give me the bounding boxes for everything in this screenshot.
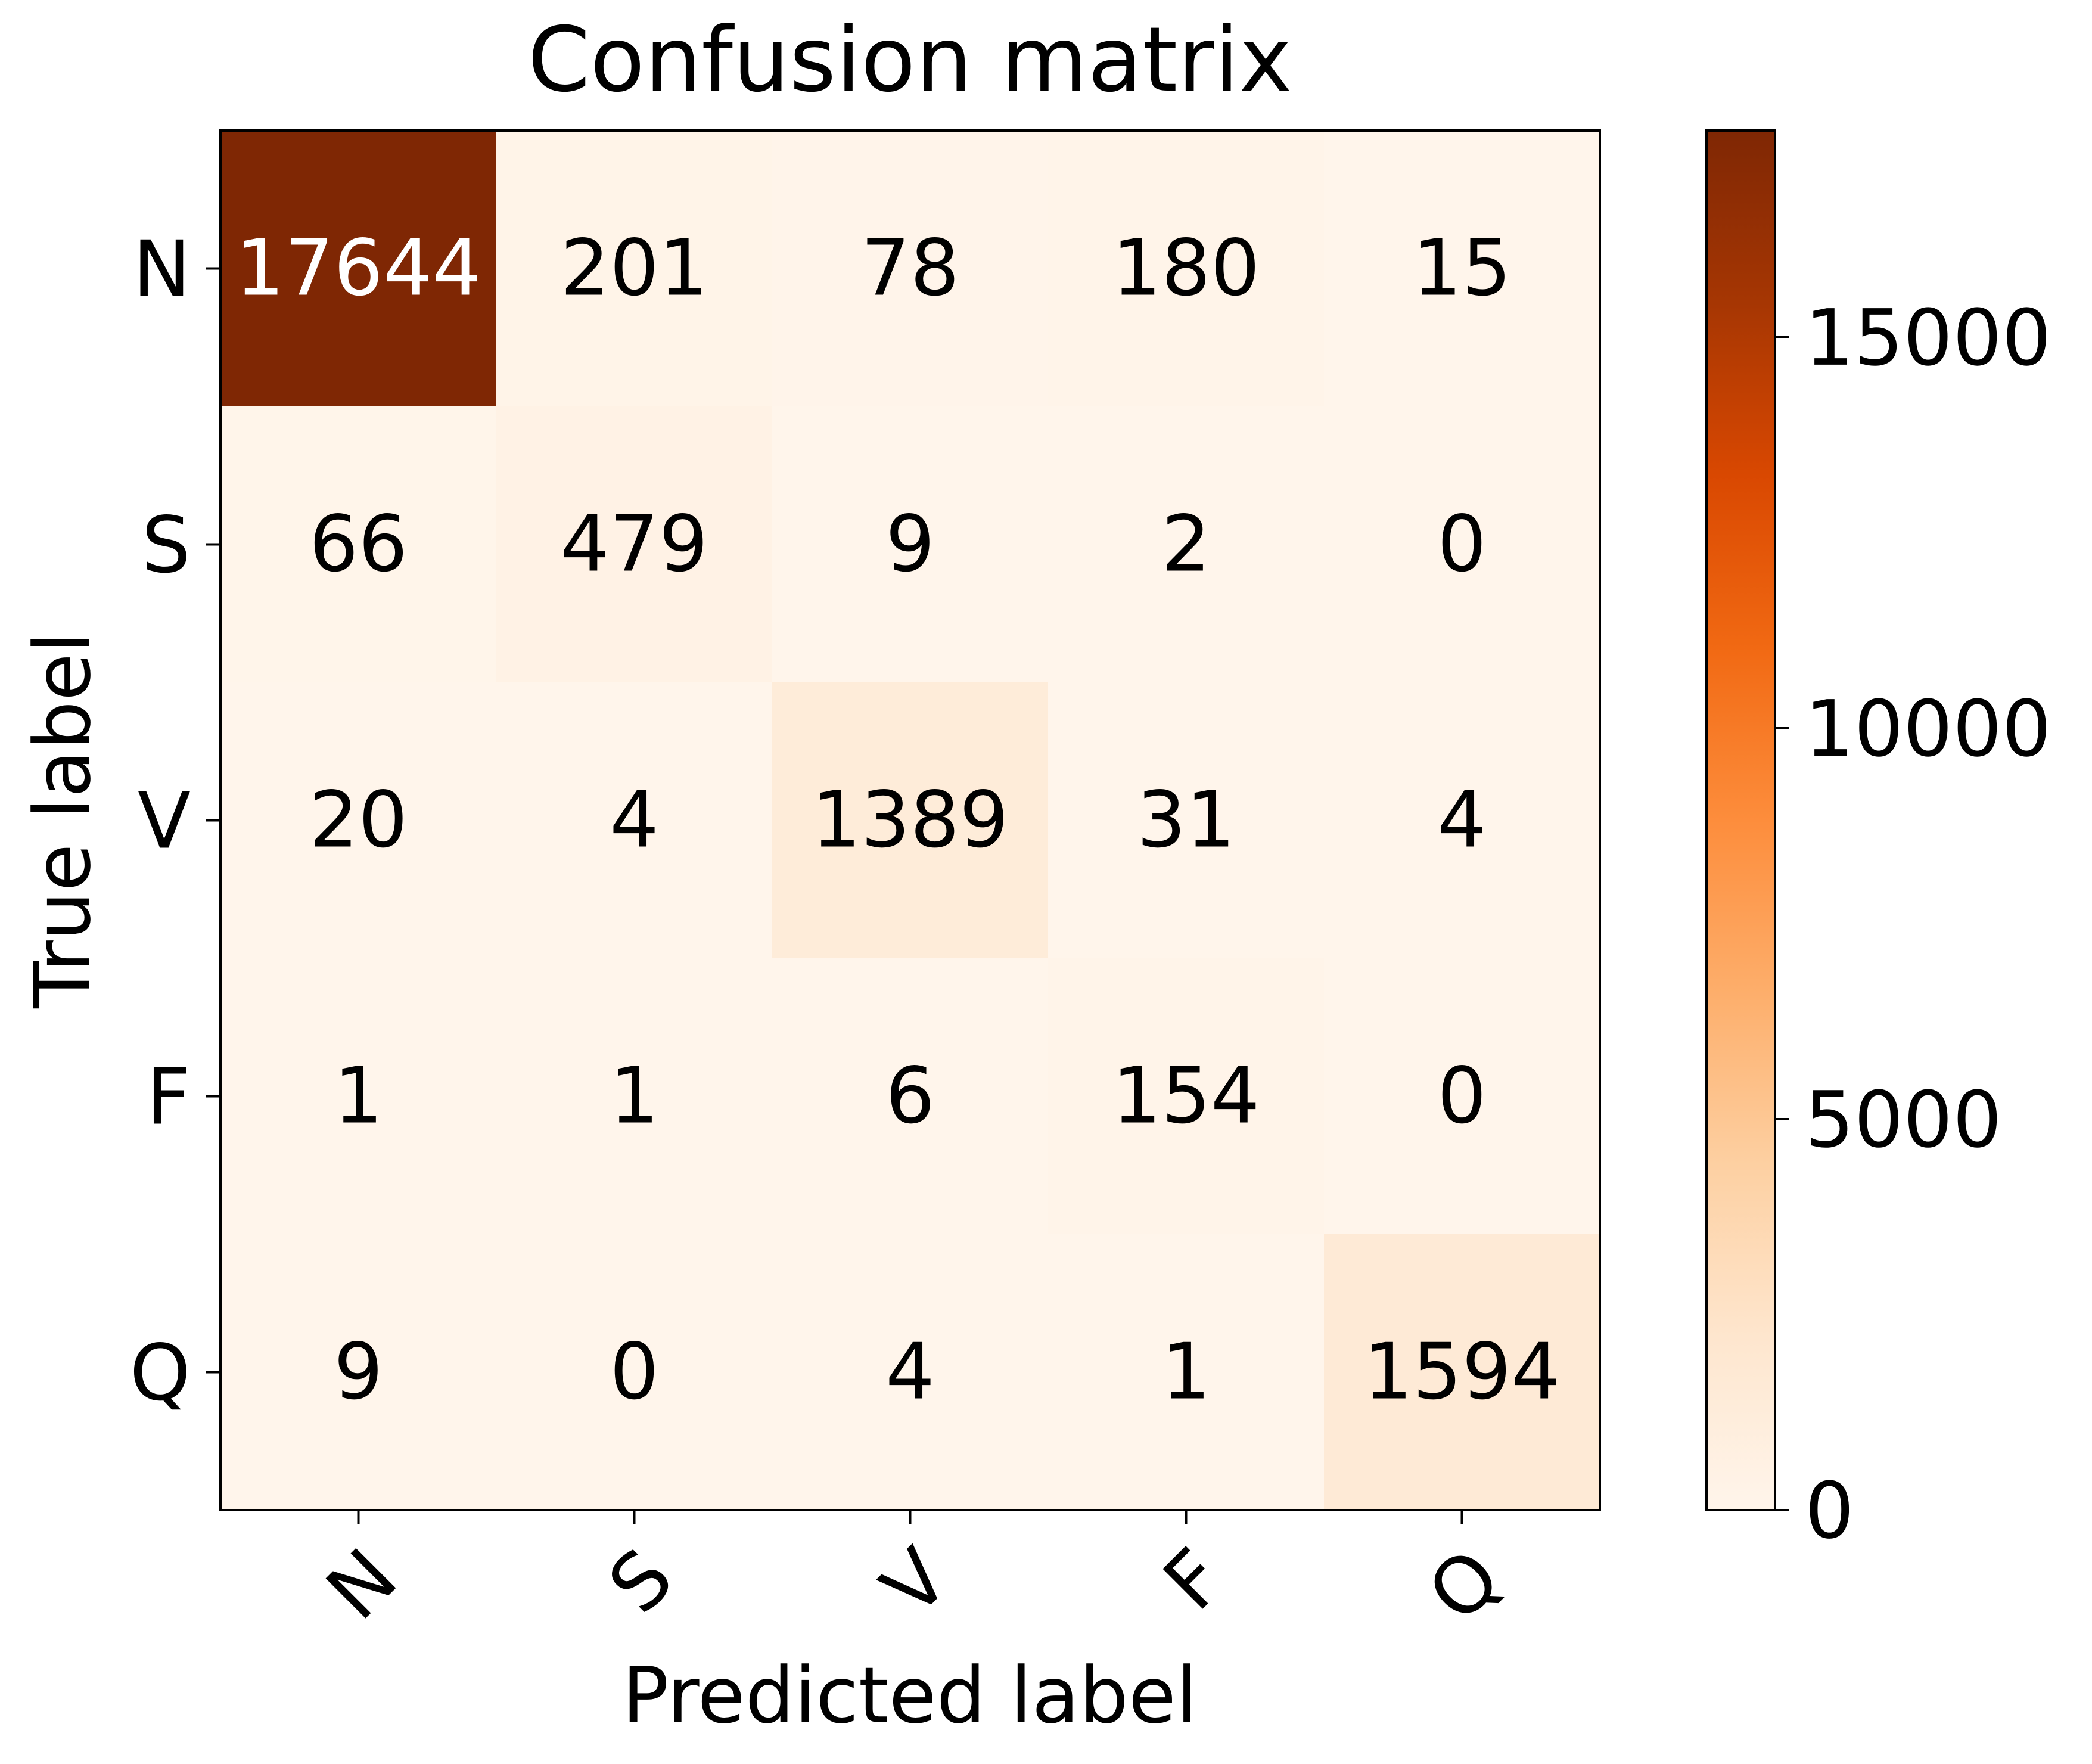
heatmap-cell-S-V: [772, 406, 1049, 683]
heatmap-cell-Q-F: [1048, 1234, 1325, 1511]
heatmap-cell-F-V: [772, 958, 1049, 1235]
cell-label-N-F: 180: [1112, 223, 1260, 313]
heatmap-cell-V-N: [220, 682, 497, 959]
cell-label-N-Q: 15: [1413, 223, 1511, 313]
heatmap-cell-V-S: [496, 682, 773, 959]
cell-label-N-N: 17644: [235, 223, 482, 313]
y-tick-label-N: N: [133, 224, 191, 315]
cell-label-S-V: 9: [885, 499, 935, 589]
heatmap-cell-N-S: [496, 131, 773, 407]
colorbar-tick-label-5000: 5000: [1805, 1074, 2002, 1165]
x-tick-label-S: S: [591, 1532, 690, 1631]
heatmap-cell-F-Q: [1324, 958, 1600, 1235]
x-tick-label-Q: Q: [1410, 1532, 1518, 1639]
cell-label-Q-V: 4: [885, 1327, 935, 1417]
cell-label-Q-N: 9: [334, 1327, 383, 1417]
colorbar-tick-label-15000: 15000: [1805, 293, 2051, 383]
y-tick-label-S: S: [141, 500, 191, 591]
cell-label-F-V: 6: [885, 1051, 935, 1141]
cell-label-V-V: 1389: [812, 775, 1009, 865]
cell-label-F-S: 1: [610, 1051, 659, 1141]
heatmap-cell-Q-N: [220, 1234, 497, 1511]
cell-label-S-S: 479: [560, 499, 708, 589]
cell-label-Q-Q: 1594: [1363, 1327, 1561, 1417]
heatmap-cell-Q-Q: [1324, 1234, 1600, 1511]
heatmap-cell-F-F: [1048, 958, 1325, 1235]
y-axis-label: True label: [17, 632, 108, 1009]
heatmap-cell-S-S: [496, 406, 773, 683]
cell-label-F-N: 1: [334, 1051, 383, 1141]
colorbar-tick-label-10000: 10000: [1805, 684, 2051, 774]
colorbar: [1705, 129, 1776, 1511]
heatmap-cell-V-V: [772, 682, 1049, 959]
heatmap-cell-N-V: [772, 131, 1049, 407]
cell-label-S-Q: 0: [1437, 499, 1487, 589]
heatmap-cell-V-F: [1048, 682, 1325, 959]
heatmap-cell-S-N: [220, 406, 497, 683]
heatmap-cell-N-N: [220, 131, 497, 407]
cell-label-V-N: 20: [309, 775, 408, 865]
cell-label-V-F: 31: [1137, 775, 1235, 865]
cell-label-Q-F: 1: [1161, 1327, 1211, 1417]
colorbar-tick-label-0: 0: [1805, 1465, 1854, 1556]
colorbar-ticks: 0 5000 10000 15000: [1775, 293, 2051, 1556]
y-tick-label-F: F: [146, 1052, 191, 1142]
y-axis-ticks: N S V F Q: [130, 224, 220, 1418]
cell-label-S-F: 2: [1161, 499, 1211, 589]
x-tick-label-V: V: [865, 1532, 966, 1633]
x-tick-label-N: N: [309, 1532, 414, 1636]
cell-label-V-S: 4: [610, 775, 659, 865]
heatmap-cell-N-F: [1048, 131, 1325, 407]
heatmap-cell-Q-V: [772, 1234, 1049, 1511]
x-tick-label-F: F: [1146, 1532, 1242, 1627]
heatmap-cell-F-N: [220, 958, 497, 1235]
heatmap-cell-F-S: [496, 958, 773, 1235]
cell-label-N-V: 78: [861, 223, 959, 313]
cell-label-Q-S: 0: [610, 1327, 659, 1417]
heatmap-cells: [220, 131, 1600, 1511]
cell-label-F-Q: 0: [1437, 1051, 1487, 1141]
cell-label-N-S: 201: [560, 223, 708, 313]
heatmap-cell-N-Q: [1324, 131, 1600, 407]
x-axis-label: Predicted label: [622, 1650, 1198, 1741]
cell-label-F-F: 154: [1112, 1051, 1260, 1141]
heatmap-cell-S-F: [1048, 406, 1325, 683]
heatmap-cell-S-Q: [1324, 406, 1600, 683]
chart-title: Confusion matrix: [528, 8, 1292, 112]
cell-label-V-Q: 4: [1437, 775, 1487, 865]
y-tick-label-V: V: [138, 776, 191, 867]
y-tick-label-Q: Q: [130, 1328, 191, 1418]
cell-label-S-N: 66: [309, 499, 408, 589]
heatmap-cell-V-Q: [1324, 682, 1600, 959]
heatmap-cell-Q-S: [496, 1234, 773, 1511]
